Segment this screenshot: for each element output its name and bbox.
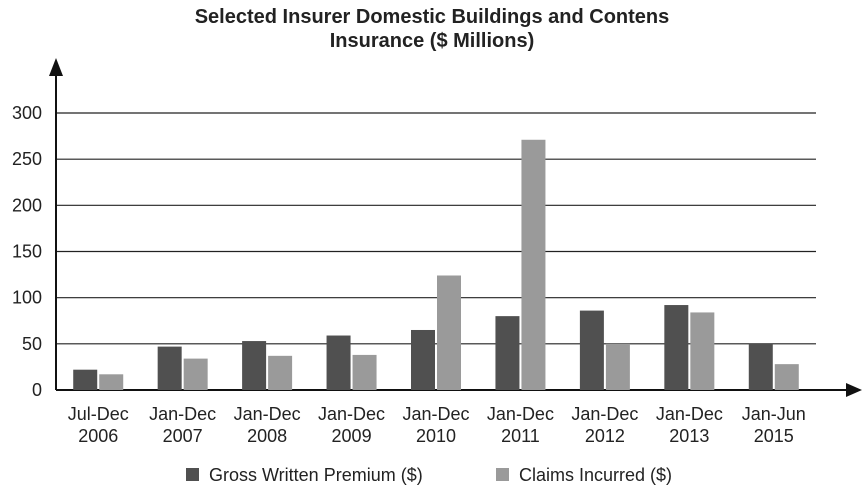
bar-claims-3 — [352, 354, 377, 390]
x-label-3-period: Jan-Dec — [318, 404, 385, 424]
legend: Gross Written Premium ($) Claims Incurred… — [186, 465, 672, 485]
y-tick-labels: 0 50 100 150 200 250 300 — [12, 103, 42, 400]
x-label-2-period: Jan-Dec — [234, 404, 301, 424]
x-axis-arrow — [846, 383, 862, 397]
y-tick-label-200: 200 — [12, 195, 42, 215]
bar-premium-2 — [242, 341, 267, 390]
x-label-5-period: Jan-Dec — [487, 404, 554, 424]
bar-claims-6 — [605, 343, 630, 390]
bar-claims-1 — [183, 358, 208, 390]
y-tick-label-150: 150 — [12, 242, 42, 262]
legend-label-1: Claims Incurred ($) — [519, 465, 672, 485]
x-label-5-year: 2011 — [501, 426, 540, 446]
bar-premium-7 — [664, 305, 689, 390]
x-label-7-year: 2013 — [669, 426, 709, 446]
y-tick-label-50: 50 — [22, 334, 42, 354]
bar-claims-5 — [521, 139, 546, 390]
y-tick-label-300: 300 — [12, 103, 42, 123]
x-label-8-year: 2015 — [754, 426, 794, 446]
x-label-6-period: Jan-Dec — [571, 404, 638, 424]
legend-label-0: Gross Written Premium ($) — [209, 465, 423, 485]
bar-premium-0 — [73, 369, 98, 390]
x-label-0-period: Jul-Dec — [68, 404, 129, 424]
y-tick-label-100: 100 — [12, 288, 42, 308]
bar-premium-8 — [748, 343, 773, 390]
gridlines — [56, 112, 816, 345]
x-label-2-year: 2008 — [247, 426, 287, 446]
bar-claims-0 — [99, 374, 124, 390]
bar-claims-8 — [774, 364, 799, 390]
bar-premium-5 — [495, 316, 520, 390]
x-label-6-year: 2012 — [585, 426, 625, 446]
y-axis-arrow — [49, 58, 63, 76]
legend-swatch-1 — [496, 468, 509, 481]
bar-premium-6 — [579, 310, 604, 390]
x-label-3-year: 2009 — [332, 426, 372, 446]
x-label-1-period: Jan-Dec — [149, 404, 216, 424]
x-label-4-period: Jan-Dec — [402, 404, 469, 424]
x-category-labels: Jul-Dec2006Jan-Dec2007Jan-Dec2008Jan-Dec… — [68, 404, 806, 446]
bar-claims-4 — [437, 275, 461, 390]
chart-title-line-2: Insurance ($ Millions) — [329, 30, 535, 52]
bar-premium-1 — [157, 346, 182, 390]
bar-premium-3 — [326, 335, 351, 390]
chart-title-line-1: Selected Insurer Domestic Buildings and … — [194, 6, 670, 28]
x-label-7-period: Jan-Dec — [656, 404, 723, 424]
y-tick-label-250: 250 — [12, 149, 42, 169]
x-label-8-period: Jan-Jun — [742, 404, 806, 424]
bar-claims-7 — [690, 312, 715, 390]
bar-claims-2 — [268, 355, 293, 390]
bars — [73, 139, 799, 390]
bar-premium-4 — [411, 329, 435, 390]
legend-swatch-0 — [186, 468, 199, 481]
y-tick-label-0: 0 — [32, 380, 42, 400]
x-label-0-year: 2006 — [78, 426, 118, 446]
x-label-4-year: 2010 — [416, 426, 456, 446]
x-label-1-year: 2007 — [163, 426, 203, 446]
